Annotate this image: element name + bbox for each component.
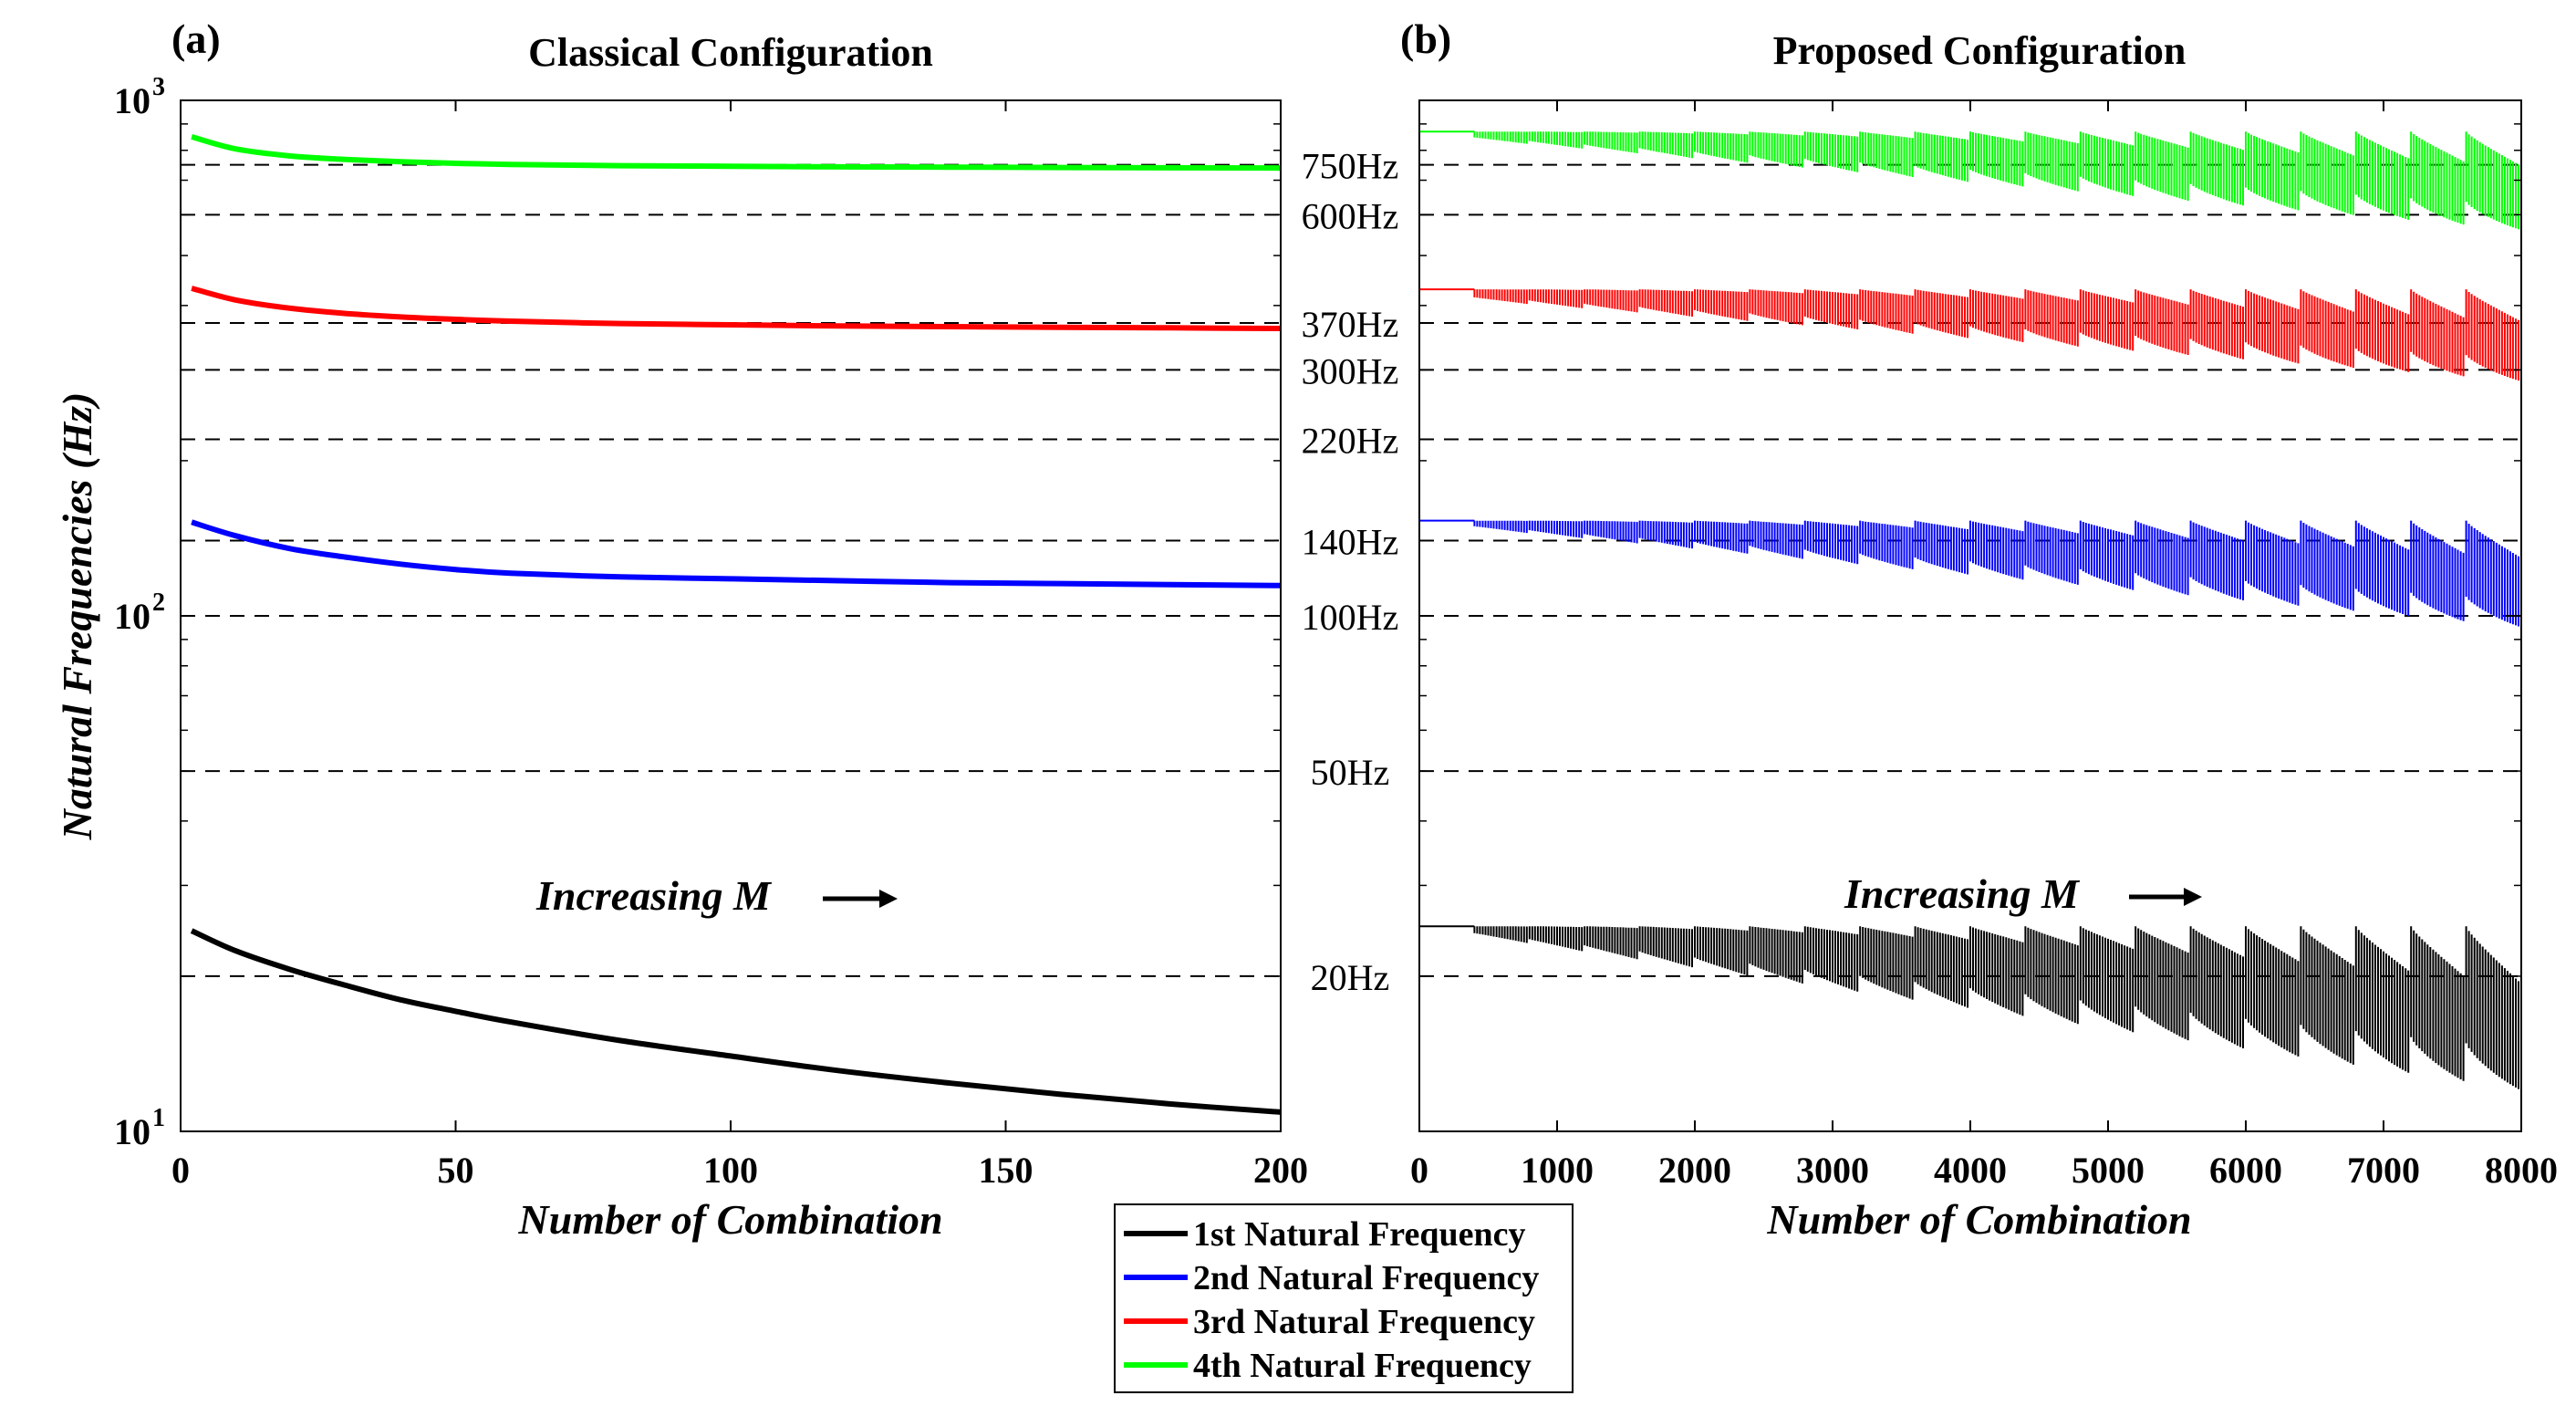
reference-line-label: 220Hz bbox=[1302, 421, 1399, 462]
panel-b-xtick-label: 4000 bbox=[1934, 1150, 2007, 1191]
panel-b-xlabel: Number of Combination bbox=[1766, 1196, 2191, 1243]
panel-a-ytick-label: 10 bbox=[114, 80, 151, 121]
panel-a-series bbox=[190, 134, 1282, 1115]
reference-line-label: 750Hz bbox=[1302, 146, 1399, 187]
panel-a-title: Classical Configuration bbox=[528, 30, 933, 75]
legend-label: 2nd Natural Frequency bbox=[1193, 1259, 1539, 1297]
panel-b-series-band bbox=[1419, 519, 2522, 627]
reference-line-label: 20Hz bbox=[1311, 957, 1390, 998]
panel-a-xtick-label: 100 bbox=[703, 1150, 758, 1191]
panel-b-xtick-label: 8000 bbox=[2485, 1150, 2558, 1191]
legend-label: 1st Natural Frequency bbox=[1193, 1215, 1526, 1254]
panel-a-series-line bbox=[191, 519, 1282, 588]
panel-a-ytick-exponent: 2 bbox=[152, 588, 165, 617]
panel-b-xtick-label: 2000 bbox=[1658, 1150, 1731, 1191]
panel-a-xtick-label: 150 bbox=[979, 1150, 1034, 1191]
panel-b-xtick-label: 0 bbox=[1410, 1150, 1428, 1191]
legend: 1st Natural Frequency 2nd Natural Frequen… bbox=[1114, 1203, 1574, 1393]
panel-b: 0 1000 2000 3000 4000 5000 6000 7000 8000 (b) Pr… bbox=[1400, 16, 2558, 1243]
legend-label: 4th Natural Frequency bbox=[1193, 1347, 1532, 1385]
panel-a-xtick-label: 200 bbox=[1253, 1150, 1308, 1191]
panel-a-ylabel: Natural Frequencies (Hz) bbox=[54, 392, 100, 841]
panel-b-annotation-arrow-icon bbox=[2129, 888, 2202, 906]
reference-line-label: 140Hz bbox=[1302, 521, 1399, 562]
panel-b-xtick-label: 1000 bbox=[1521, 1150, 1594, 1191]
reference-line-label: 370Hz bbox=[1302, 304, 1399, 345]
panel-b-ticks: 0 1000 2000 3000 4000 5000 6000 7000 8000 bbox=[1410, 99, 2558, 1191]
panel-b-series-band bbox=[1419, 925, 2522, 1089]
panel-a-series-line bbox=[191, 286, 1282, 331]
panel-b-label: (b) bbox=[1400, 16, 1451, 62]
reference-line-labels: 750Hz 600Hz 370Hz 300Hz 220Hz 140Hz 100Hz 50Hz 2… bbox=[1302, 146, 1399, 998]
panel-b-xtick-label: 6000 bbox=[2209, 1150, 2282, 1191]
panel-a-ytick-label: 10 bbox=[114, 596, 151, 637]
panel-a-ytick-exponent: 3 bbox=[152, 73, 165, 101]
reference-line-label: 600Hz bbox=[1302, 195, 1399, 236]
panel-a-reference-lines bbox=[181, 163, 1281, 977]
reference-line-label: 50Hz bbox=[1311, 752, 1390, 793]
panel-a-series-line bbox=[190, 928, 1282, 1115]
panel-a-label: (a) bbox=[171, 16, 221, 62]
reference-line-label: 100Hz bbox=[1302, 597, 1399, 638]
panel-b-xtick-label: 3000 bbox=[1796, 1150, 1869, 1191]
panel-b-xtick-label: 5000 bbox=[2072, 1150, 2145, 1191]
panel-a-series-line bbox=[191, 134, 1282, 172]
panel-b-annotation: Increasing M bbox=[1844, 870, 2081, 917]
legend-entries: 1st Natural Frequency 2nd Natural Frequen… bbox=[1124, 1215, 1539, 1385]
panel-b-series-band bbox=[1419, 130, 2522, 230]
panel-a-annotation-arrow-icon bbox=[823, 890, 898, 908]
panel-a-annotation: Increasing M bbox=[535, 872, 773, 919]
legend-box bbox=[1114, 1203, 1574, 1393]
panel-b-series bbox=[1419, 130, 2522, 1089]
panel-a-ytick-exponent: 1 bbox=[152, 1104, 165, 1132]
panel-a-xlabel: Number of Combination bbox=[517, 1196, 942, 1243]
panel-a-ytick-label: 10 bbox=[114, 1111, 151, 1152]
panel-b-series-band bbox=[1419, 288, 2522, 381]
panel-b-title: Proposed Configuration bbox=[1773, 28, 2186, 73]
reference-line-label: 300Hz bbox=[1302, 350, 1399, 391]
panel-a-xtick-label: 50 bbox=[438, 1150, 474, 1191]
panel-b-xtick-label: 7000 bbox=[2347, 1150, 2420, 1191]
panel-a-xtick-label: 0 bbox=[171, 1150, 190, 1191]
legend-label: 3rd Natural Frequency bbox=[1193, 1303, 1535, 1341]
